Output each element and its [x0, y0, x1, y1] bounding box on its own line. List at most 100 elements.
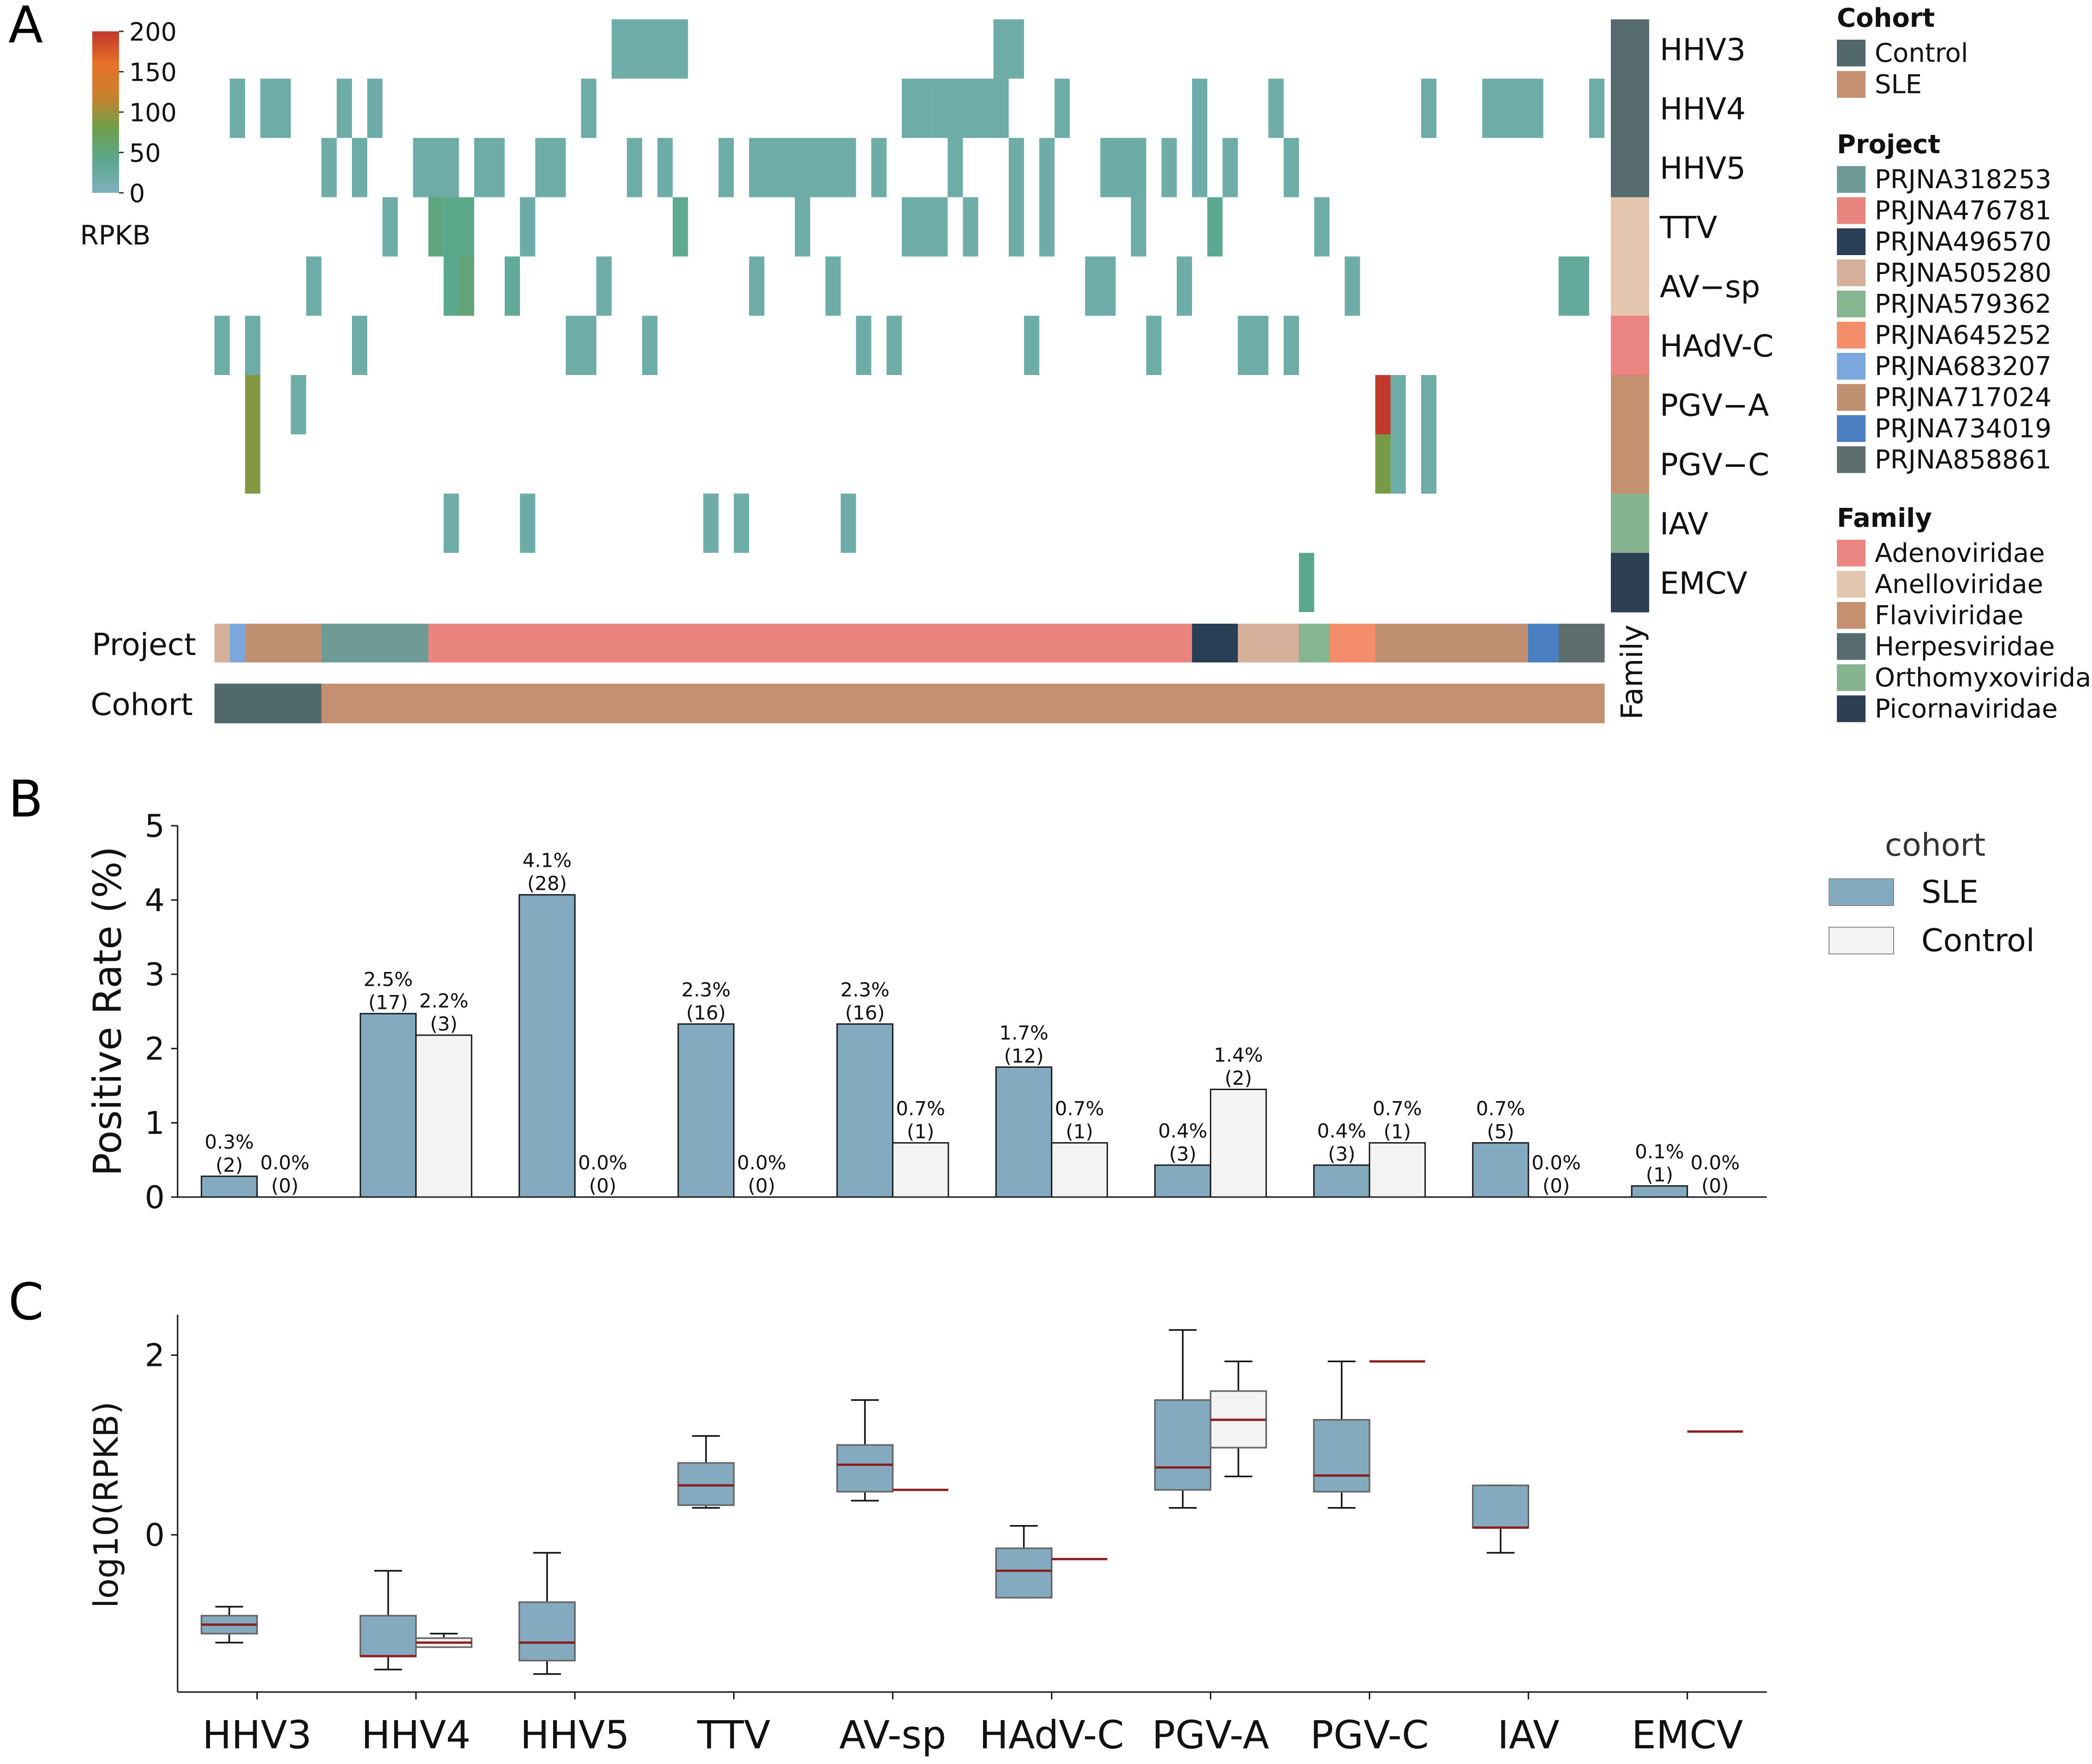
heatmap-cell [1283, 316, 1299, 375]
heatmap-cell [291, 375, 306, 435]
legend-label-family: Adenoviridae [1875, 538, 2045, 568]
heatmap-cell [673, 197, 688, 256]
family-track-label: Family [1615, 625, 1650, 720]
heatmap-cell [1161, 138, 1177, 197]
bar-data-label: 4.1% [523, 849, 572, 872]
panel-b-label: B [8, 769, 43, 828]
legend-label-family: Picornaviridae [1875, 694, 2058, 724]
heatmap-panel: HHV3 HHV4 HHV5 TTV AV−sp HAdV-C PGV−A PGV−C IAV E… [80, 3, 2092, 724]
x-tick-label: TTV [697, 1712, 770, 1758]
heatmap-cell [321, 138, 337, 197]
heatmap-cell [856, 316, 871, 375]
heatmap-cell [901, 78, 933, 138]
heatmap-cell [443, 494, 459, 553]
heatmap-cell [1146, 316, 1162, 375]
heatmap-cell [795, 197, 811, 256]
project-track-segment [245, 624, 322, 662]
legend-label-project: PRJNA579362 [1875, 289, 2051, 319]
bar-data-label: 1.4% [1214, 1044, 1263, 1067]
heatmap-cell [1314, 197, 1330, 256]
legend-label-project: PRJNA496570 [1875, 227, 2051, 257]
legend-label-project: PRJNA858861 [1875, 445, 2051, 475]
bar-count-label: (2) [215, 1154, 243, 1176]
y-tick-label: 3 [145, 957, 165, 993]
legend-label-project: PRJNA734019 [1875, 414, 2051, 444]
x-tick-label: HHV5 [520, 1712, 630, 1758]
legend-label-cohort: SLE [1875, 70, 1922, 100]
legend-title-project: Project [1837, 130, 1940, 160]
project-track-segment [1299, 624, 1330, 662]
heatmap-row-label: PGV−C [1660, 447, 1769, 483]
bar-data-label: 0.7% [1476, 1097, 1526, 1120]
legend-swatch-cohort [1837, 40, 1866, 66]
legend-label-family: Orthomyxoviridae [1875, 663, 2092, 693]
heatmap-cell [840, 494, 856, 553]
bar-sle [519, 894, 576, 1198]
bar-data-label: 2.2% [419, 989, 469, 1012]
bar-data-label: 0.1% [1635, 1140, 1684, 1163]
bar-data-label: 0.7% [1373, 1097, 1422, 1120]
legend-label-project: PRJNA645252 [1875, 321, 2051, 351]
legend-swatch-cohort [1837, 71, 1866, 98]
bar-sle [1631, 1185, 1688, 1198]
bar-data-label: 2.3% [681, 978, 731, 1001]
heatmap-cell [443, 256, 459, 316]
bar-count-label: (2) [1225, 1067, 1252, 1090]
family-annotation-cell [1611, 553, 1649, 613]
heatmap-cell [1008, 138, 1024, 197]
colorbar-tick-label: 0 [129, 179, 145, 208]
bar-count-label: (0) [748, 1174, 775, 1197]
cohort-track-label: Cohort [90, 687, 193, 722]
heatmap-cell [901, 197, 948, 256]
box-sle-box [1154, 1399, 1212, 1491]
bar-data-label: 0.3% [205, 1131, 254, 1153]
project-track-label: Project [92, 627, 196, 662]
heatmap-row-label: HHV4 [1660, 91, 1746, 127]
heatmap-cell [1008, 197, 1024, 256]
bar-count-label: (3) [1328, 1143, 1356, 1165]
legend-swatch-project [1837, 415, 1866, 442]
x-tick-label: AV-sp [839, 1712, 946, 1758]
bar-count-label: (0) [589, 1174, 617, 1197]
heatmap-cell [1207, 197, 1223, 256]
bar-data-label: 0.4% [1158, 1120, 1208, 1142]
bar-count-label: (0) [1701, 1174, 1729, 1197]
heatmap-cell [1390, 434, 1406, 494]
family-annotation-cell [1611, 316, 1649, 375]
bar-control [892, 1142, 949, 1198]
heatmap-cell [932, 78, 1009, 138]
heatmap-cell [733, 494, 749, 553]
legend-label-cohort: Control [1875, 38, 1968, 68]
bar-legend-title: cohort [1885, 827, 1985, 864]
box-sle-box [836, 1444, 894, 1493]
project-track-segment [321, 624, 429, 662]
bar-count-label: (12) [1004, 1044, 1043, 1067]
legend-swatch-project [1837, 259, 1866, 286]
heatmap-cell [626, 138, 643, 197]
bar-count-label: (3) [1169, 1143, 1197, 1165]
heatmap-cell [245, 375, 261, 435]
legend-swatch-family [1837, 571, 1866, 598]
bar-count-label: (17) [368, 991, 408, 1013]
heatmap-cell [382, 197, 398, 256]
legend-label-project: PRJNA318253 [1875, 165, 2051, 195]
bar-control [1051, 1142, 1108, 1198]
legend-swatch-project [1837, 228, 1866, 255]
heatmap-cell [825, 256, 841, 316]
heatmap-cell [1390, 375, 1406, 435]
heatmap-cell [443, 197, 474, 256]
colorbar [92, 31, 119, 193]
heatmap-cell [703, 494, 719, 553]
cohort-track-segment [321, 684, 1605, 723]
colorbar-tick-label: 200 [129, 18, 177, 47]
heatmap-cell [505, 256, 520, 316]
y-tick-label: 2 [145, 1031, 165, 1067]
y-axis-label: log10(RPKB) [87, 1401, 125, 1608]
bar-data-label: 2.5% [364, 968, 413, 990]
heatmap-cell [230, 78, 245, 138]
heatmap-cell [657, 138, 673, 197]
project-track-segment [215, 624, 230, 662]
heatmap-cell [1192, 138, 1208, 197]
heatmap-cell [749, 138, 856, 197]
